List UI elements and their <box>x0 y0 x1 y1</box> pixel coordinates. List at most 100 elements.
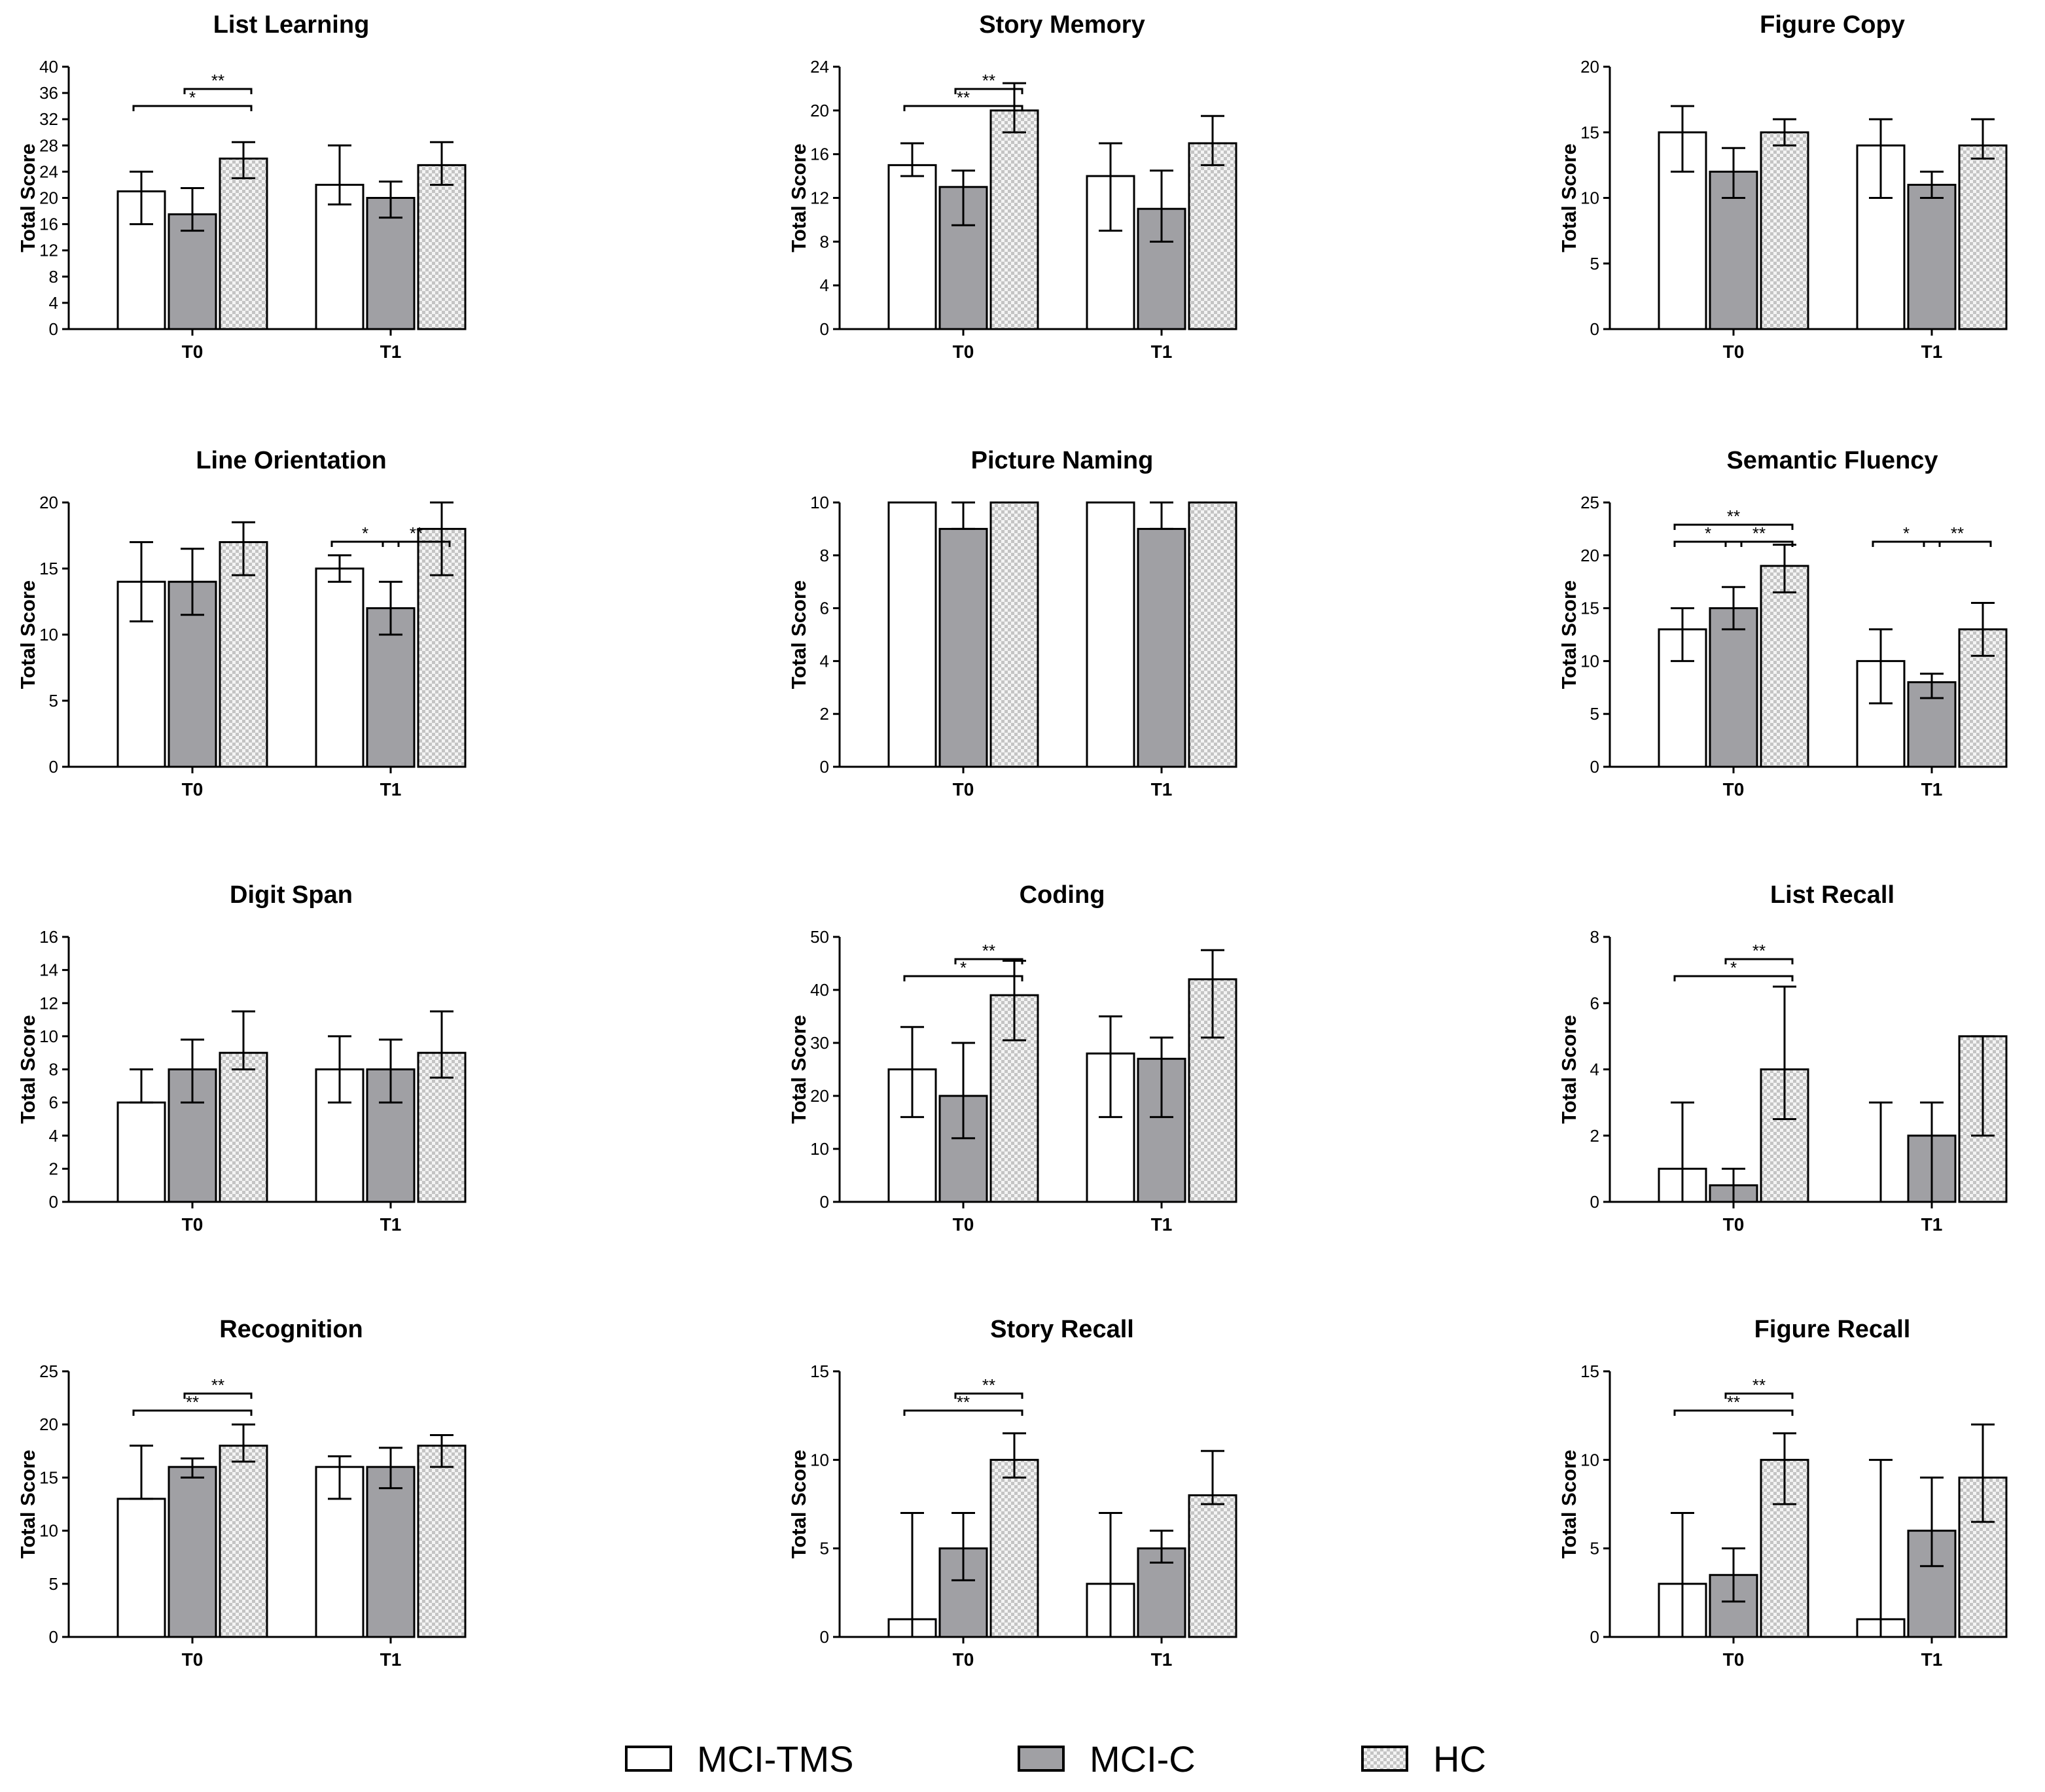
y-tick-label: 5 <box>1590 704 1599 724</box>
significance-label: ** <box>957 88 970 107</box>
significance-bracket <box>330 540 400 547</box>
panel-story-recall: Story Recall Total Score 0 5 10 15 T0 T1 ** ** <box>787 1316 1237 1670</box>
significance-bracket <box>1673 540 1743 547</box>
y-tick-label: 0 <box>49 757 58 777</box>
bar <box>1760 565 1809 768</box>
y-axis-label: Total Score <box>787 1450 810 1559</box>
significance-bracket <box>1724 958 1794 964</box>
y-tick-label: 8 <box>820 232 829 251</box>
panel-title: Recognition <box>219 1316 363 1343</box>
x-tick-label: T0 <box>182 1214 204 1235</box>
y-tick-label: 20 <box>39 188 58 208</box>
y-tick-label: 6 <box>49 1093 58 1112</box>
significance-bracket <box>132 1409 253 1416</box>
y-tick-label: 0 <box>1590 757 1599 777</box>
significance-label: ** <box>982 71 995 90</box>
significance-bracket <box>1673 975 1794 981</box>
significance-label: ** <box>1752 941 1766 960</box>
panel-title: List Learning <box>213 11 370 39</box>
x-tick-label: T1 <box>1151 342 1173 362</box>
y-tick-label: 10 <box>1580 188 1599 208</box>
bar <box>1709 607 1758 768</box>
y-tick-label: 6 <box>820 599 829 618</box>
bar <box>887 164 937 330</box>
y-tick-label: 32 <box>39 109 58 129</box>
y-axis-label: Total Score <box>1557 1015 1580 1124</box>
bar <box>168 1466 217 1638</box>
legend-label-mci-c: MCI-C <box>1090 1738 1196 1780</box>
panel-figure-recall: Figure Recall Total Score 0 5 10 15 T0 T1 ** ** <box>1557 1316 2008 1670</box>
bar <box>116 190 166 330</box>
y-tick-label: 10 <box>810 493 829 512</box>
x-tick-label: T1 <box>1921 1214 1943 1235</box>
y-tick-label: 24 <box>39 162 58 181</box>
bar <box>315 183 365 330</box>
y-tick-label: 4 <box>820 651 829 671</box>
y-tick-label: 0 <box>49 1627 58 1647</box>
legend-item-mci-c: MCI-C <box>1018 1732 1196 1785</box>
y-axis-label: Total Score <box>787 580 810 690</box>
y-tick-label: 4 <box>1590 1060 1599 1080</box>
y-tick-label: 0 <box>820 319 829 339</box>
y-tick-label: 8 <box>1590 927 1599 947</box>
significance-bracket <box>954 958 1023 964</box>
x-tick-label: T0 <box>1723 1649 1745 1670</box>
y-tick-label: 36 <box>39 83 58 103</box>
y-tick-label: 10 <box>39 625 58 644</box>
significance-bracket <box>1673 1409 1794 1416</box>
significance-label: * <box>960 958 967 977</box>
bar <box>1709 1573 1758 1638</box>
significance-label: ** <box>1727 1392 1740 1412</box>
panel-recognition: Recognition Total Score 0 5 10 15 20 25 T0 T1 ** ** <box>16 1316 467 1670</box>
x-tick-label: T1 <box>380 1214 402 1235</box>
legend-swatch-hc <box>1361 1746 1408 1772</box>
significance-label: * <box>1903 523 1910 543</box>
bar <box>1907 183 1957 330</box>
x-tick-label: T0 <box>182 1649 204 1670</box>
y-tick-label: 0 <box>820 1192 829 1212</box>
y-axis-label: Total Score <box>16 1450 39 1559</box>
bar <box>989 109 1039 330</box>
panel-picture-naming: Picture Naming Total Score 0 2 4 6 8 10 T0 T1 <box>787 447 1237 799</box>
y-tick-label: 10 <box>1580 651 1599 671</box>
y-tick-label: 16 <box>39 215 58 234</box>
significance-bracket <box>1872 540 1941 547</box>
panel-title: Coding <box>1020 881 1105 909</box>
y-tick-label: 8 <box>49 1060 58 1080</box>
x-tick-label: T1 <box>380 342 402 362</box>
significance-label: ** <box>211 71 224 90</box>
bar <box>1137 1057 1186 1203</box>
y-tick-label: 5 <box>49 1574 58 1594</box>
bar <box>1188 501 1237 768</box>
y-tick-label: 16 <box>810 145 829 164</box>
y-axis-label: Total Score <box>787 1015 810 1124</box>
legend-label-mci-tms: MCI-TMS <box>697 1738 854 1780</box>
y-tick-label: 20 <box>39 1414 58 1434</box>
significance-label: * <box>1705 523 1711 543</box>
y-tick-label: 2 <box>1590 1126 1599 1146</box>
y-tick-label: 20 <box>1580 546 1599 565</box>
y-axis-label: Total Score <box>787 143 810 253</box>
y-tick-label: 20 <box>39 493 58 512</box>
bar <box>989 501 1039 768</box>
x-tick-label: T1 <box>380 1649 402 1670</box>
x-tick-label: T1 <box>1151 1649 1173 1670</box>
panel-title: Line Orientation <box>196 447 386 474</box>
panel-title: List Recall <box>1770 881 1894 909</box>
y-tick-label: 15 <box>810 1362 829 1381</box>
x-tick-label: T1 <box>1921 342 1943 362</box>
y-tick-label: 15 <box>1580 122 1599 142</box>
x-tick-label: T0 <box>182 342 204 362</box>
panel-title: Figure Copy <box>1760 11 1905 39</box>
bar <box>219 1445 268 1638</box>
y-tick-label: 10 <box>39 1027 58 1046</box>
significance-label: ** <box>982 941 995 960</box>
y-tick-label: 8 <box>49 267 58 287</box>
x-tick-label: T0 <box>953 342 974 362</box>
y-tick-label: 0 <box>820 757 829 777</box>
y-tick-label: 20 <box>810 101 829 120</box>
y-axis-label: Total Score <box>16 580 39 690</box>
y-tick-label: 25 <box>1580 493 1599 512</box>
y-tick-label: 4 <box>49 293 58 313</box>
